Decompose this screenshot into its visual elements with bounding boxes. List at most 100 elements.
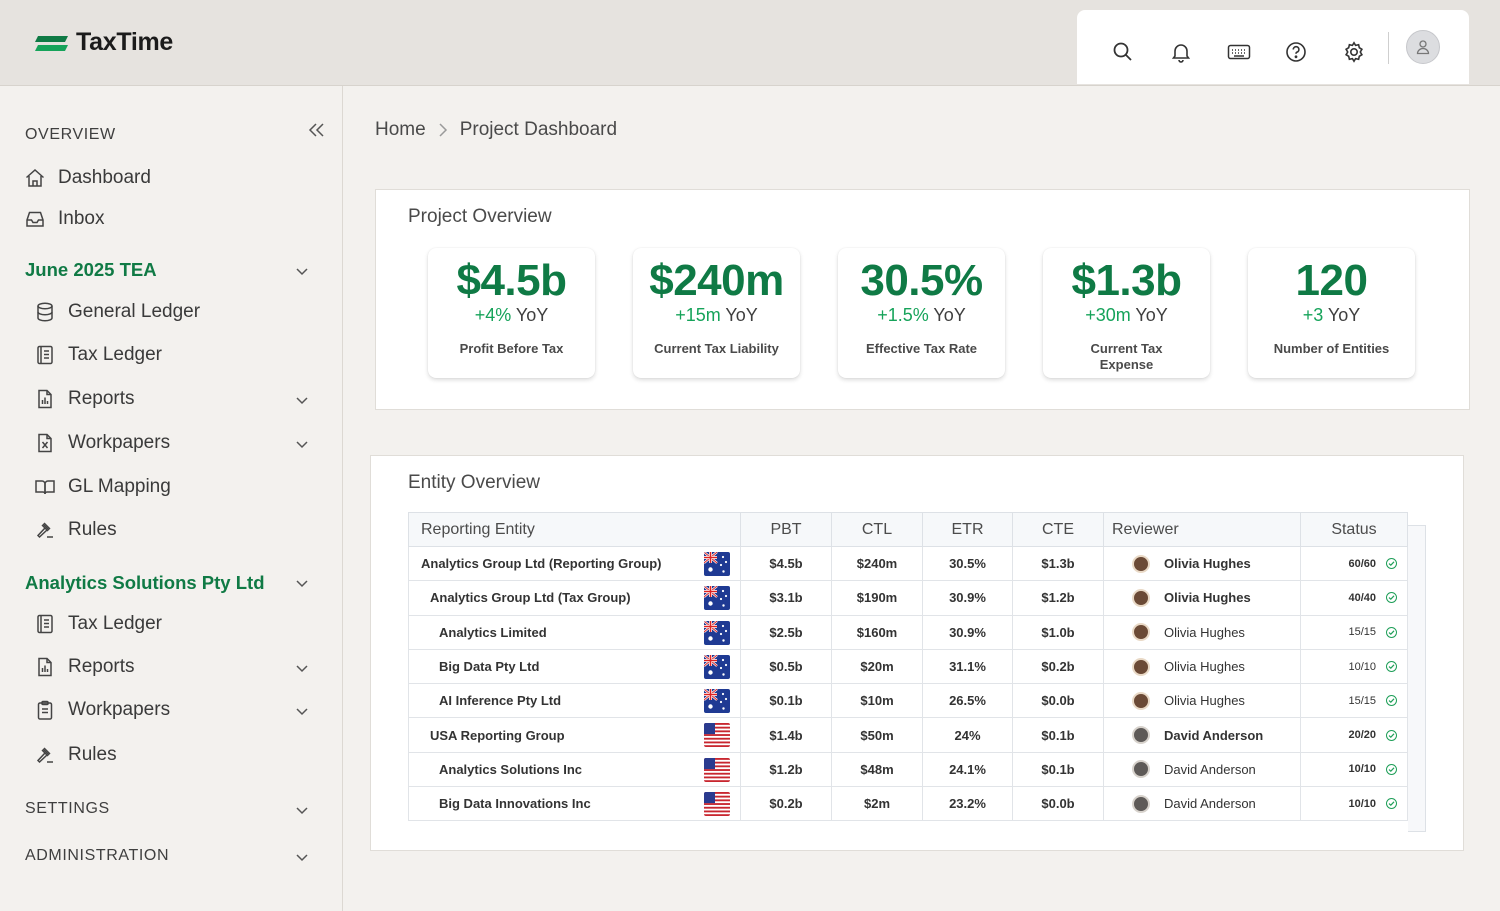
bell-icon[interactable] (1170, 41, 1192, 63)
column-header-cte[interactable]: CTE (1012, 512, 1104, 547)
cell-reviewer[interactable]: David Anderson (1103, 786, 1301, 822)
cell-etr: 30.9% (922, 580, 1013, 616)
kpi-card-cte[interactable]: $1.3b +30m YoY Current Tax Expense (1043, 248, 1210, 378)
sidebar-group-analytics-solutions[interactable]: Analytics Solutions Pty Ltd (25, 572, 265, 593)
cell-entity[interactable]: Analytics Group Ltd (Reporting Group) (408, 545, 741, 582)
cell-reviewer[interactable]: Olivia Hughes (1103, 614, 1301, 650)
reviewer-name: Olivia Hughes (1164, 659, 1245, 675)
administration-section[interactable]: ADMINISTRATION (25, 847, 170, 864)
cell-reviewer[interactable]: Olivia Hughes (1103, 648, 1301, 685)
sidebar-item-label: Tax Ledger (68, 344, 163, 365)
kpi-card-ctl[interactable]: $240m +15m YoY Current Tax Liability (633, 248, 800, 378)
sidebar-item-label: Inbox (58, 208, 105, 229)
column-header-status[interactable]: Status (1300, 512, 1408, 547)
kpi-label: Current Tax Expense (1090, 341, 1163, 372)
cell-reviewer[interactable]: Olivia Hughes (1103, 683, 1301, 719)
reviewer-name: Olivia Hughes (1164, 624, 1245, 640)
cell-entity[interactable]: Analytics Limited (408, 614, 741, 650)
cell-entity[interactable]: AI Inference Pty Ltd (408, 683, 741, 719)
reviewer-avatar (1132, 657, 1150, 676)
reviewer-name: David Anderson (1164, 796, 1256, 812)
status-count: 15/15 (1348, 694, 1376, 707)
header-toolbar (1077, 10, 1469, 84)
table-row[interactable]: Analytics Solutions Inc $1.2b $48m 24.1% $0.… (408, 751, 1408, 788)
sidebar-group-june-2025-tea[interactable]: June 2025 TEA (25, 259, 157, 280)
report-icon (34, 656, 56, 678)
cell-entity[interactable]: Analytics Solutions Inc (408, 751, 741, 788)
cell-ctl: $240m (831, 545, 923, 582)
help-icon[interactable] (1285, 41, 1307, 63)
sidebar-item-general-ledger[interactable]: General Ledger (34, 299, 200, 325)
australia-flag-icon (704, 552, 730, 576)
cell-etr: 30.9% (922, 614, 1013, 650)
column-header-entity[interactable]: Reporting Entity (408, 512, 741, 547)
cell-status: 40/40 (1300, 580, 1408, 616)
australia-flag-icon (704, 654, 730, 679)
chevron-down-icon[interactable] (294, 849, 310, 865)
chevron-down-icon[interactable] (294, 263, 310, 279)
table-row[interactable]: Big Data Pty Ltd $0.5b $20m 31.1% $0.2b Olivi… (408, 648, 1408, 685)
cell-etr: 24% (922, 717, 1013, 753)
gear-icon[interactable] (1343, 41, 1365, 63)
cell-entity[interactable]: Big Data Innovations Inc (408, 786, 741, 822)
sidebar-item-dashboard[interactable]: Dashboard (24, 165, 151, 191)
australia-flag-icon (704, 620, 730, 645)
column-header-reviewer[interactable]: Reviewer (1103, 512, 1301, 547)
column-header-pbt[interactable]: PBT (740, 512, 832, 547)
logo-icon (35, 35, 68, 51)
cell-reviewer[interactable]: Olivia Hughes (1103, 580, 1301, 616)
table-row[interactable]: AI Inference Pty Ltd $0.1b $10m 26.5% $0.0b O… (408, 683, 1408, 719)
reviewer-avatar (1132, 794, 1150, 813)
chevron-down-icon[interactable] (294, 436, 310, 452)
sidebar-item-workpapers-2[interactable]: Workpapers (34, 697, 170, 723)
chevron-down-icon[interactable] (294, 802, 310, 818)
australia-flag-icon (704, 586, 730, 611)
table-row[interactable]: Analytics Group Ltd (Tax Group) $3.1b $190… (408, 580, 1408, 616)
entity-name: AI Inference Pty Ltd (439, 693, 562, 709)
settings-section[interactable]: SETTINGS (25, 800, 110, 817)
app-logo[interactable]: TaxTime (34, 28, 173, 57)
kpi-card-etr[interactable]: 30.5% +1.5% YoY Effective Tax Rate (838, 248, 1005, 378)
chevron-down-icon[interactable] (294, 703, 310, 719)
cell-reviewer[interactable]: David Anderson (1103, 717, 1301, 753)
chevron-down-icon[interactable] (294, 660, 310, 676)
sidebar-item-label: Rules (68, 519, 117, 540)
cell-ctl: $2m (831, 786, 923, 822)
table-row[interactable]: Analytics Group Ltd (Reporting Group) $4.… (408, 545, 1408, 582)
table-row[interactable]: Analytics Limited $2.5b $160m 30.9% $1.0b Oli… (408, 614, 1408, 650)
chevron-down-icon[interactable] (294, 392, 310, 408)
sidebar-item-reports[interactable]: Reports (34, 386, 135, 412)
collapse-sidebar-icon[interactable] (308, 122, 326, 143)
cell-entity[interactable]: USA Reporting Group (408, 717, 741, 753)
sidebar-item-rules-2[interactable]: Rules (34, 742, 117, 768)
cell-reviewer[interactable]: Olivia Hughes (1103, 545, 1301, 582)
column-header-ctl[interactable]: CTL (831, 512, 923, 547)
sidebar-item-label: General Ledger (68, 301, 201, 322)
database-icon (34, 301, 56, 323)
sidebar-item-rules[interactable]: Rules (34, 517, 117, 543)
user-avatar[interactable] (1406, 30, 1440, 64)
cell-entity[interactable]: Analytics Group Ltd (Tax Group) (408, 580, 741, 616)
table-row[interactable]: Big Data Innovations Inc $0.2b $2m 23.2% $0.… (408, 786, 1408, 822)
chevron-down-icon[interactable] (294, 575, 310, 591)
sidebar-item-inbox[interactable]: Inbox (24, 206, 104, 232)
sidebar-item-workpapers[interactable]: Workpapers (34, 430, 170, 456)
keyboard-icon[interactable] (1227, 41, 1251, 63)
table-row[interactable]: USA Reporting Group $1.4b $50m 24% $0.1b Davi… (408, 717, 1408, 753)
sidebar-item-tax-ledger[interactable]: Tax Ledger (34, 342, 162, 368)
cell-reviewer[interactable]: David Anderson (1103, 751, 1301, 788)
status-count: 10/10 (1348, 660, 1376, 673)
kpi-card-entities[interactable]: 120 +3 YoY Number of Entities (1248, 248, 1415, 378)
cell-ctl: $10m (831, 683, 923, 719)
column-header-etr[interactable]: ETR (922, 512, 1013, 547)
kpi-card-pbt[interactable]: $4.5b +4% YoY Profit Before Tax (428, 248, 595, 378)
sidebar-item-reports-2[interactable]: Reports (34, 654, 135, 680)
usa-flag-icon (704, 723, 730, 748)
search-icon[interactable] (1112, 41, 1134, 63)
cell-status: 20/20 (1300, 717, 1408, 753)
cell-entity[interactable]: Big Data Pty Ltd (408, 648, 741, 685)
sidebar-item-gl-mapping[interactable]: GL Mapping (34, 474, 171, 500)
sidebar-item-tax-ledger-2[interactable]: Tax Ledger (34, 611, 162, 637)
table-scrollbar[interactable] (1408, 525, 1426, 832)
breadcrumb-home[interactable]: Home (375, 119, 426, 140)
